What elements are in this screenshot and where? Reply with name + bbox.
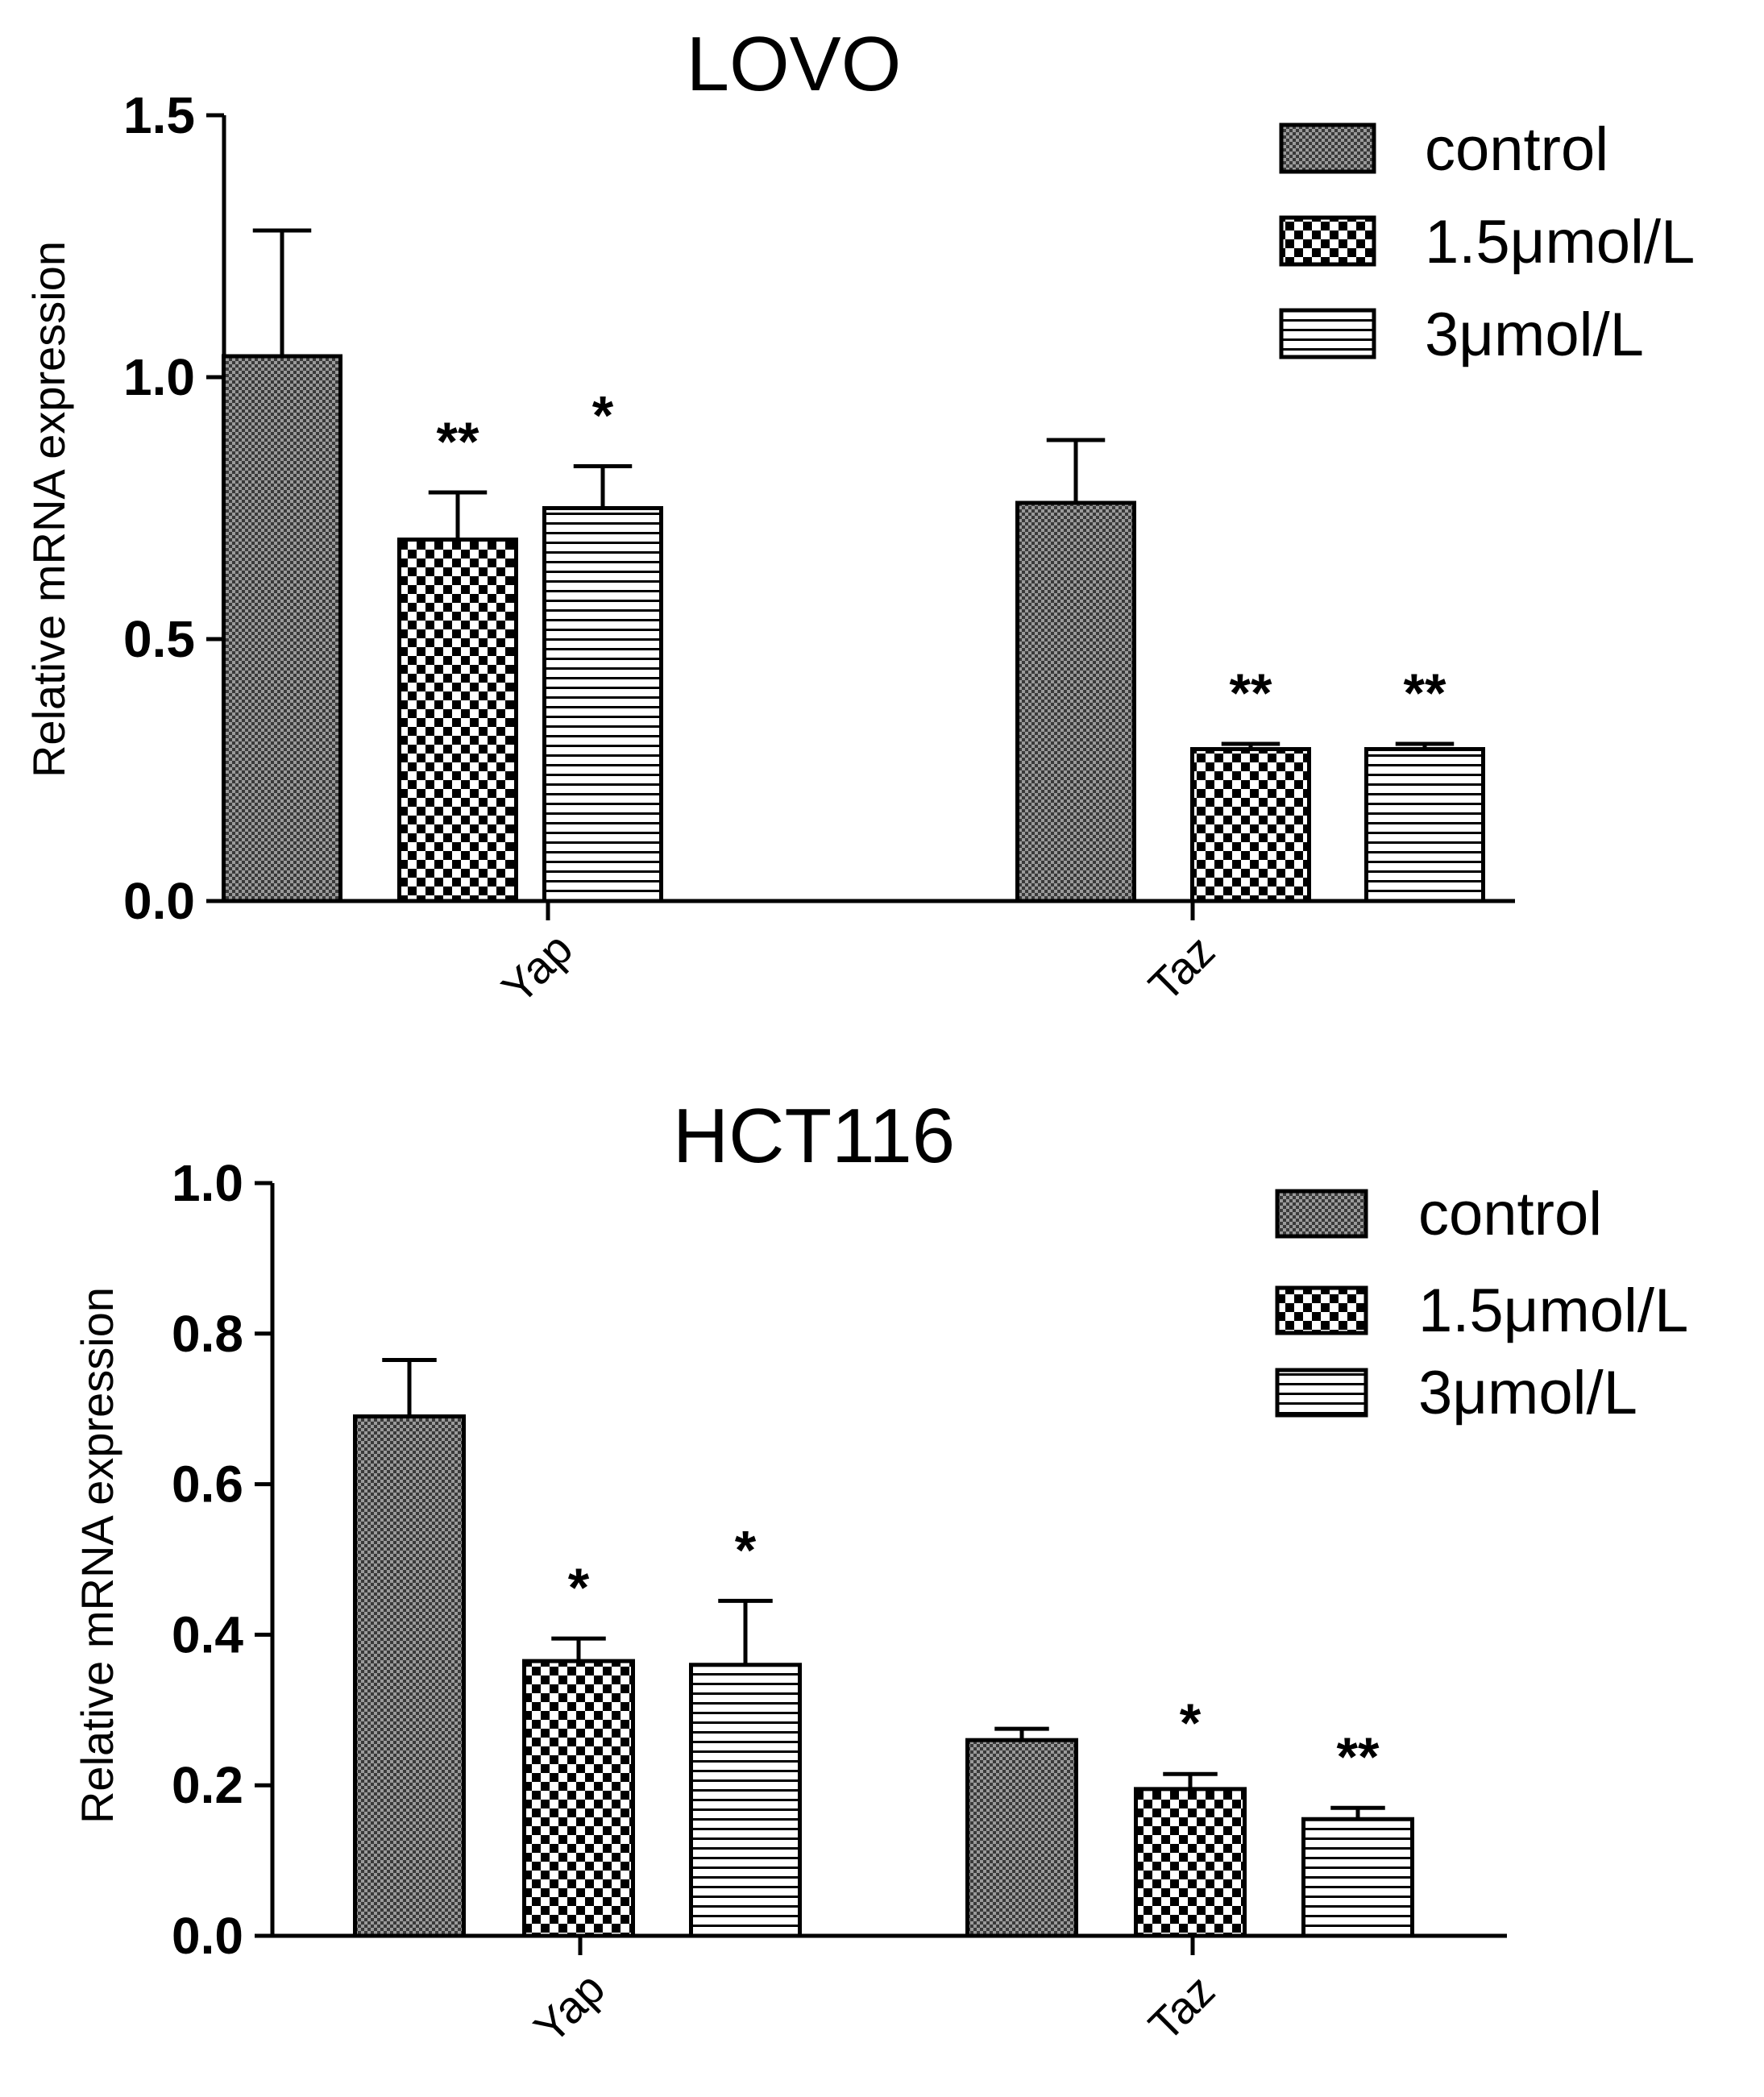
legend-swatch xyxy=(1279,215,1376,267)
bar xyxy=(353,1414,466,1938)
y-tick-label: 0.6 xyxy=(172,1455,243,1514)
bar xyxy=(1015,500,1136,903)
legend: control 1.5μmol/L 3μmol/L xyxy=(1275,1180,1688,1427)
bar xyxy=(522,1659,635,1938)
significance-label: ** xyxy=(1404,662,1446,724)
significance-label: * xyxy=(1180,1692,1202,1754)
significance-label: ** xyxy=(437,411,479,472)
legend-swatch xyxy=(1275,1189,1368,1239)
bar xyxy=(1190,747,1311,903)
significance-label: * xyxy=(592,385,614,446)
significance-label: ** xyxy=(1230,662,1272,724)
bar xyxy=(965,1738,1078,1938)
legend-swatch xyxy=(1279,122,1376,174)
legend-label: 3μmol/L xyxy=(1425,301,1644,369)
bar xyxy=(222,354,342,903)
legend: control 1.5μmol/L 3μmol/L xyxy=(1279,115,1695,369)
chart-title: HCT116 xyxy=(673,1093,955,1179)
y-tick-label: 0.0 xyxy=(172,1907,243,1965)
legend-label: 3μmol/L xyxy=(1418,1359,1637,1427)
y-tick-label: 1.5 xyxy=(123,86,195,144)
lovo-chart: LOVO Relative mRNA expression 0.0 0.5 1.0 1… xyxy=(23,21,1695,1013)
legend-label: 1.5μmol/L xyxy=(1418,1277,1688,1345)
y-axis-label: Relative mRNA expression xyxy=(23,241,74,778)
legend-label: control xyxy=(1418,1180,1602,1248)
chart-title: LOVO xyxy=(687,21,902,107)
legend-swatch xyxy=(1279,308,1376,359)
legend-swatch xyxy=(1275,1368,1368,1418)
legend-label: 1.5μmol/L xyxy=(1425,208,1695,276)
bars: ***** xyxy=(353,1357,1414,1938)
y-tick-label: 0.8 xyxy=(172,1305,243,1363)
y-tick-label: 0.5 xyxy=(123,610,195,668)
legend-label: control xyxy=(1425,115,1608,184)
hct116-chart: HCT116 Relative mRNA expression 0.00.20.… xyxy=(72,1093,1688,2053)
category-label: Yap xyxy=(492,923,582,1013)
bar xyxy=(397,538,518,903)
significance-label: ** xyxy=(1337,1726,1380,1788)
y-tick-label: 0.4 xyxy=(172,1605,243,1663)
y-ticks: 0.0 0.2 0.4 0.6 0.8 1.0 xyxy=(172,1154,272,1965)
significance-label: * xyxy=(735,1519,757,1580)
y-axis-label: Relative mRNA expression xyxy=(72,1287,122,1824)
bar xyxy=(1134,1787,1247,1938)
y-tick-label: 1.0 xyxy=(172,1154,243,1212)
y-tick-label: 0.0 xyxy=(123,872,195,930)
bars: ******* xyxy=(222,228,1485,903)
category-label: Taz xyxy=(1139,925,1224,1011)
bar xyxy=(689,1663,802,1938)
legend-swatch xyxy=(1275,1285,1368,1335)
category-label: Yap xyxy=(524,1962,614,2053)
bar xyxy=(542,506,663,903)
x-tick-labels: Yap Taz xyxy=(492,901,1224,1013)
bar xyxy=(1364,747,1485,903)
y-ticks: 0.0 0.5 1.0 1.5 xyxy=(123,86,224,930)
bar xyxy=(1301,1817,1414,1938)
category-label: Taz xyxy=(1139,1965,1224,2050)
y-tick-label: 1.0 xyxy=(123,348,195,406)
y-tick-label: 0.2 xyxy=(172,1756,243,1814)
x-tick-labels: Yap Taz xyxy=(524,1936,1224,2053)
significance-label: * xyxy=(568,1557,590,1618)
